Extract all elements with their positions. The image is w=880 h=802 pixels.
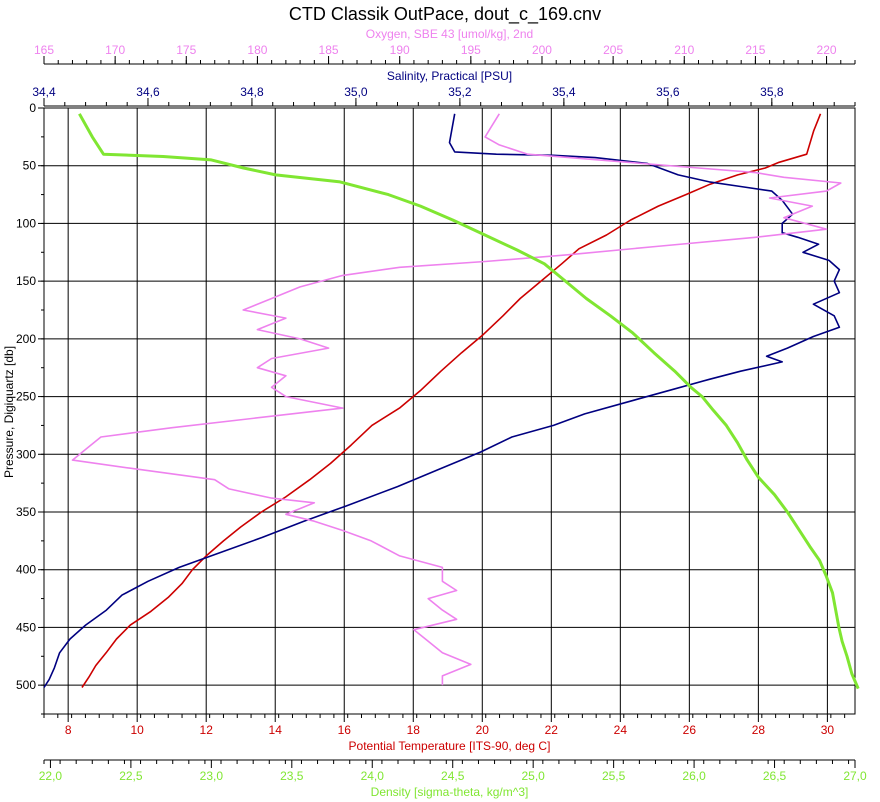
- salinity-tick-label: 35,0: [344, 85, 368, 99]
- salinity-tick-label: 35,4: [552, 85, 576, 99]
- y-tick-label: 200: [16, 332, 36, 346]
- density-tick-label: 27,0: [843, 769, 867, 783]
- salinity-tick-label: 34,4: [32, 85, 56, 99]
- y-tick-label: 500: [16, 678, 36, 692]
- density-tick-label: 24,5: [441, 769, 465, 783]
- density-tick-label: 24,0: [361, 769, 385, 783]
- y-tick-label: 450: [16, 620, 36, 634]
- temperature-tick-label: 8: [65, 723, 72, 737]
- oxygen-tick-label: 175: [176, 43, 196, 57]
- oxygen-tick-label: 200: [532, 43, 552, 57]
- oxygen-tick-label: 195: [461, 43, 481, 57]
- salinity-tick-label: 35,2: [448, 85, 472, 99]
- salinity-tick-label: 34,6: [136, 85, 160, 99]
- chart-title: CTD Classik OutPace, dout_c_169.cnv: [289, 4, 601, 25]
- axes-layer: 0 50 100 150 200 250 300 350 400 450 500 165 170 175 1…: [16, 27, 867, 799]
- y-tick-label: 350: [16, 505, 36, 519]
- oxygen-tick-label: 190: [390, 43, 410, 57]
- y-tick-label: 100: [16, 216, 36, 230]
- density-tick-label: 25,5: [602, 769, 626, 783]
- y-tick-label: 400: [16, 563, 36, 577]
- density-tick-label: 22,5: [119, 769, 143, 783]
- density-axis-title: Density [sigma-theta, kg/m^3]: [371, 785, 529, 799]
- y-tick-label: 250: [16, 390, 36, 404]
- oxygen-tick-label: 210: [674, 43, 694, 57]
- temperature-axis-title: Potential Temperature [ITS-90, deg C]: [349, 739, 551, 753]
- oxygen-tick-label: 185: [319, 43, 339, 57]
- oxygen-axis-title: Oxygen, SBE 43 [umol/kg], 2nd: [366, 27, 533, 41]
- salinity-profile-line: [43, 113, 841, 688]
- y-tick-label: 300: [16, 447, 36, 461]
- plot-frame: [43, 107, 856, 715]
- salinity-tick-label: 34,8: [240, 85, 264, 99]
- y-tick-label: 0: [29, 101, 36, 115]
- temperature-tick-label: 12: [200, 723, 214, 737]
- density-tick-label: 26,0: [682, 769, 706, 783]
- temperature-tick-label: 30: [821, 723, 835, 737]
- temperature-tick-label: 10: [130, 723, 144, 737]
- temperature-tick-label: 24: [614, 723, 628, 737]
- temperature-tick-label: 20: [476, 723, 490, 737]
- oxygen-tick-label: 220: [817, 43, 837, 57]
- oxygen-tick-label: 205: [603, 43, 623, 57]
- temperature-tick-label: 22: [545, 723, 559, 737]
- temperature-tick-label: 26: [683, 723, 697, 737]
- density-tick-label: 23,0: [200, 769, 224, 783]
- density-tick-label: 25,0: [521, 769, 545, 783]
- temperature-tick-label: 16: [338, 723, 352, 737]
- oxygen-tick-label: 170: [105, 43, 125, 57]
- oxygen-tick-label: 180: [247, 43, 267, 57]
- y-tick-label: 50: [23, 159, 37, 173]
- density-profile-line: [78, 113, 860, 690]
- temperature-tick-label: 28: [752, 723, 766, 737]
- density-tick-label: 26,5: [763, 769, 787, 783]
- grid: [43, 107, 856, 715]
- y-axis-title: Pressure, Digiquartz [db]: [2, 346, 16, 478]
- salinity-tick-label: 35,8: [760, 85, 784, 99]
- y-tick-label: 150: [16, 274, 36, 288]
- salinity-tick-label: 35,6: [656, 85, 680, 99]
- series-layer: [43, 113, 860, 690]
- oxygen-tick-label: 215: [745, 43, 765, 57]
- oxygen-profile-line: [71, 113, 842, 686]
- temperature-tick-label: 18: [407, 723, 421, 737]
- oxygen-tick-label: 165: [34, 43, 54, 57]
- salinity-axis-title: Salinity, Practical [PSU]: [387, 69, 512, 83]
- temperature-profile-line: [81, 113, 822, 688]
- density-tick-label: 23,5: [280, 769, 304, 783]
- temperature-tick-label: 14: [269, 723, 283, 737]
- density-tick-label: 22,0: [39, 769, 63, 783]
